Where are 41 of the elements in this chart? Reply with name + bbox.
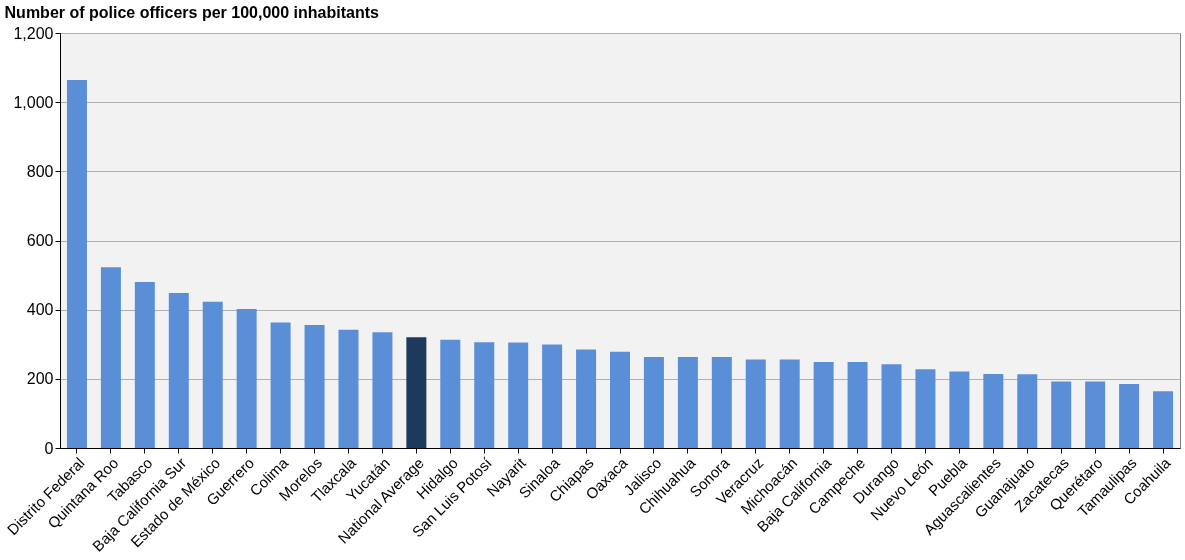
y-tick-label: 400 — [26, 301, 54, 319]
bar — [440, 339, 461, 448]
bar — [711, 357, 732, 448]
bar — [779, 359, 800, 448]
bar — [304, 324, 325, 448]
bar — [372, 332, 393, 448]
y-tick-label: 1,000 — [13, 93, 54, 111]
bar — [949, 371, 970, 448]
y-tick-label: 800 — [26, 162, 54, 180]
y-tick-label: 200 — [26, 370, 54, 388]
bar — [168, 293, 189, 448]
bar — [202, 301, 223, 448]
bar — [847, 361, 868, 448]
bar — [542, 344, 563, 448]
bar — [1119, 384, 1140, 448]
bar — [745, 359, 766, 448]
bar — [406, 337, 427, 448]
bar — [338, 329, 359, 448]
bar — [643, 357, 664, 448]
bar — [236, 308, 257, 448]
bar — [474, 342, 495, 448]
bar — [100, 267, 121, 448]
y-tick-label: 0 — [44, 439, 54, 457]
bar — [1017, 374, 1038, 448]
bar — [134, 282, 155, 448]
bar — [610, 351, 630, 448]
bar — [677, 357, 698, 448]
y-tick-label: 600 — [26, 232, 54, 249]
bar — [1085, 381, 1106, 448]
chart-title: Number of police officers per 100,000 inhabitants — [4, 4, 379, 21]
bar — [983, 373, 1004, 448]
bar — [66, 80, 87, 448]
bar — [1153, 391, 1174, 448]
bar — [1051, 381, 1072, 448]
bar — [508, 342, 529, 448]
bar — [813, 361, 834, 448]
bar — [576, 349, 597, 448]
y-tick-label: 1,200 — [13, 24, 54, 42]
bar — [881, 364, 902, 448]
bar — [915, 369, 936, 448]
bar — [270, 322, 291, 448]
